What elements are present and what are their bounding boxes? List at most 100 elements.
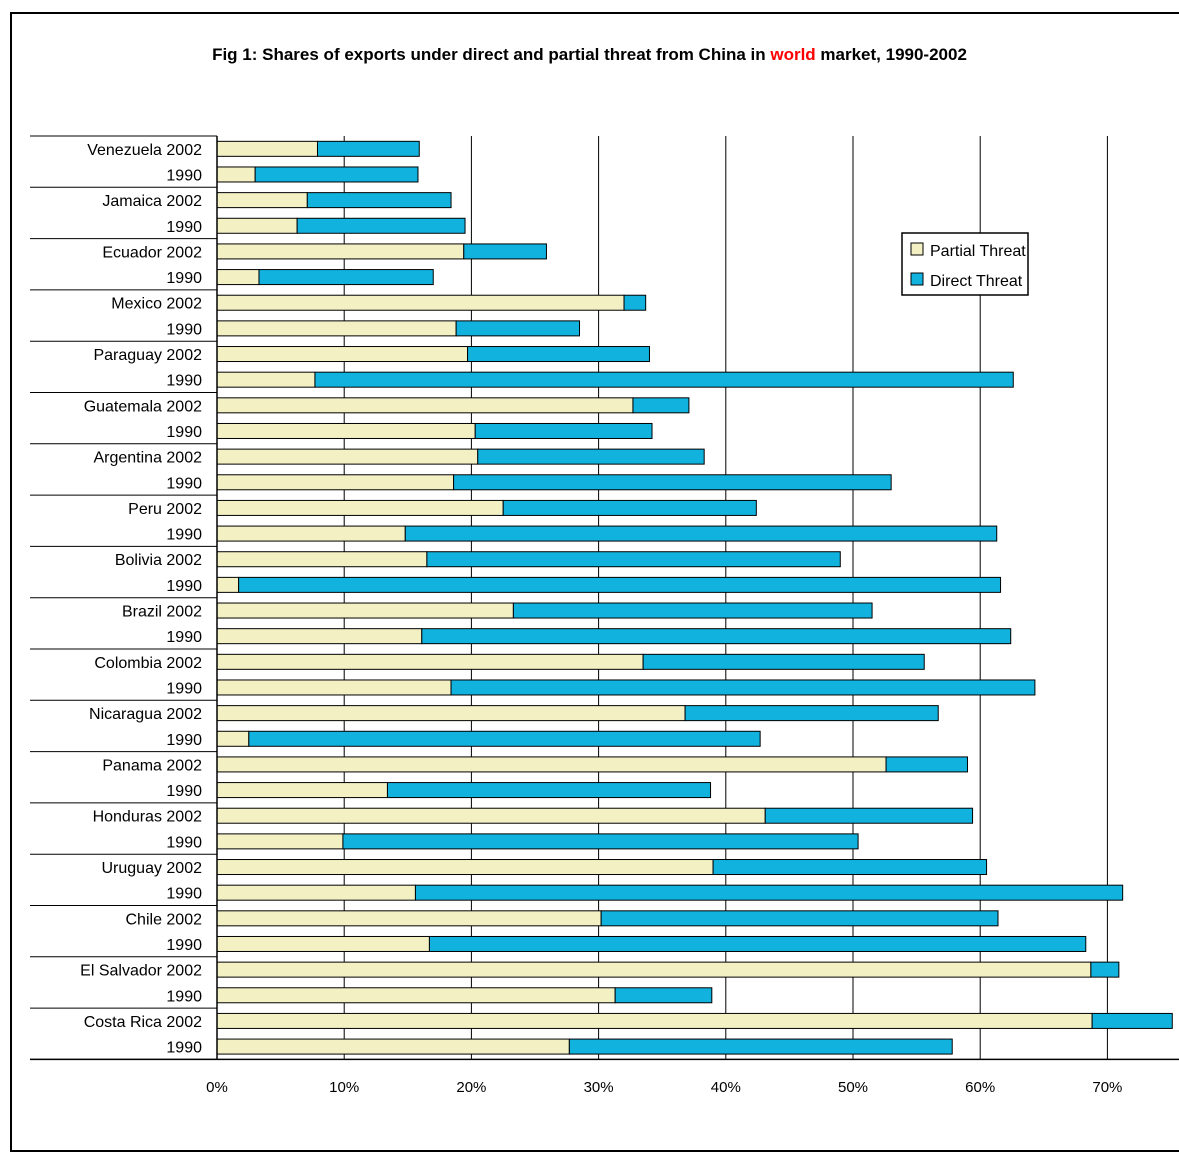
bar-direct-threat	[463, 243, 547, 260]
bar-partial-threat	[216, 1012, 1093, 1029]
x-tick-label: 70%	[1092, 1079, 1122, 1096]
bar-direct-threat	[684, 705, 939, 722]
category-label: 1990	[166, 988, 202, 1005]
category-label: Honduras 2002	[93, 809, 203, 826]
category-label: Costa Rica 2002	[84, 1014, 202, 1031]
gridlines	[343, 136, 1108, 1060]
bar-partial-threat	[216, 884, 416, 901]
bar-partial-threat	[216, 217, 298, 234]
category-label: 1990	[166, 167, 202, 184]
category-label: 1990	[166, 373, 202, 390]
x-tick-label: 60%	[965, 1079, 995, 1096]
x-tick-label: 30%	[584, 1079, 614, 1096]
chart-title: Fig 1: Shares of exports under direct an…	[0, 45, 1179, 65]
legend-label-partial: Partial Threat	[930, 243, 1026, 260]
bar-partial-threat	[216, 525, 406, 542]
category-label: Peru 2002	[128, 501, 202, 518]
category-labels: Venezuela 2002 1990 Jamaica 2002 1990 Ecuado…	[80, 142, 202, 1057]
bar-direct-threat	[306, 192, 452, 209]
legend-label-direct: Direct Threat	[930, 273, 1023, 290]
bar-partial-threat	[216, 346, 469, 363]
x-tick-label: 10%	[329, 1079, 359, 1096]
category-label: Paraguay 2002	[93, 347, 202, 364]
bar-partial-threat	[216, 166, 256, 183]
bar-partial-threat	[216, 782, 388, 799]
category-label: 1990	[166, 424, 202, 441]
bar-direct-threat	[502, 499, 757, 516]
bar-direct-threat	[568, 1038, 953, 1055]
bar-partial-threat	[216, 140, 318, 157]
bar-partial-threat	[216, 551, 428, 568]
bar-direct-threat	[342, 833, 859, 850]
category-label: Brazil 2002	[122, 604, 202, 621]
category-label: 1990	[166, 1040, 202, 1057]
bar-direct-threat	[712, 859, 988, 876]
bar-direct-threat	[453, 474, 892, 491]
legend: Partial Threat Direct Threat	[901, 232, 1029, 296]
title-highlight: world	[770, 45, 816, 64]
category-label: Chile 2002	[126, 911, 203, 928]
bar-partial-threat	[216, 628, 423, 645]
category-label: Guatemala 2002	[84, 398, 202, 415]
bar-direct-threat	[614, 987, 713, 1004]
category-label: Bolivia 2002	[115, 552, 202, 569]
bar-partial-threat	[216, 371, 316, 388]
category-label: 1990	[166, 783, 202, 800]
category-label: Panama 2002	[102, 757, 202, 774]
bar-direct-threat	[474, 422, 653, 439]
bar-partial-threat	[216, 243, 465, 260]
legend-swatch-partial	[910, 242, 924, 256]
bar-partial-threat	[216, 910, 602, 927]
x-tick-label: 0%	[206, 1079, 228, 1096]
bar-partial-threat	[216, 935, 430, 952]
bar-direct-threat	[386, 782, 712, 799]
bar-partial-threat	[216, 1038, 570, 1055]
axes	[30, 136, 1179, 1061]
category-label: 1990	[166, 732, 202, 749]
bar-direct-threat	[426, 551, 841, 568]
category-label: 1990	[166, 937, 202, 954]
bar-partial-threat	[216, 397, 634, 414]
bar-partial-threat	[216, 679, 452, 696]
bar-direct-threat	[254, 166, 419, 183]
bar-partial-threat	[216, 756, 887, 773]
bar-direct-threat	[316, 140, 420, 157]
bar-partial-threat	[216, 961, 1092, 978]
bar-direct-threat	[477, 448, 705, 465]
category-label: Jamaica 2002	[102, 193, 202, 210]
bar-partial-threat	[216, 576, 240, 593]
bar-direct-threat	[623, 294, 647, 311]
category-label: 1990	[166, 321, 202, 338]
category-label: 1990	[166, 629, 202, 646]
category-separators	[30, 135, 217, 1060]
category-label: 1990	[166, 680, 202, 697]
bar-direct-threat	[450, 679, 1036, 696]
bar-direct-threat	[421, 628, 1012, 645]
bar-direct-threat	[642, 653, 925, 670]
bar-partial-threat	[216, 833, 344, 850]
category-label: 1990	[166, 578, 202, 595]
category-label: 1990	[166, 527, 202, 544]
x-tick-label: 20%	[456, 1079, 486, 1096]
bar-direct-threat	[764, 807, 974, 824]
bar-partial-threat	[216, 422, 476, 439]
category-label: Nicaragua 2002	[89, 706, 202, 723]
category-label: 1990	[166, 475, 202, 492]
title-suffix: market, 1990-2002	[815, 45, 967, 64]
bar-partial-threat	[216, 448, 479, 465]
category-label: Mexico 2002	[111, 296, 202, 313]
bar-series	[216, 140, 1173, 1055]
legend-swatch-direct	[910, 272, 924, 286]
bar-direct-threat	[428, 935, 1087, 952]
bar-partial-threat	[216, 602, 514, 619]
bar-direct-threat	[238, 576, 1002, 593]
bar-partial-threat	[216, 294, 625, 311]
bar-direct-threat	[455, 320, 581, 337]
bar-partial-threat	[216, 320, 457, 337]
bar-direct-threat	[314, 371, 1014, 388]
bar-partial-threat	[216, 474, 455, 491]
category-label: Argentina 2002	[93, 450, 202, 467]
bar-direct-threat	[248, 730, 761, 747]
bar-direct-threat	[404, 525, 998, 542]
